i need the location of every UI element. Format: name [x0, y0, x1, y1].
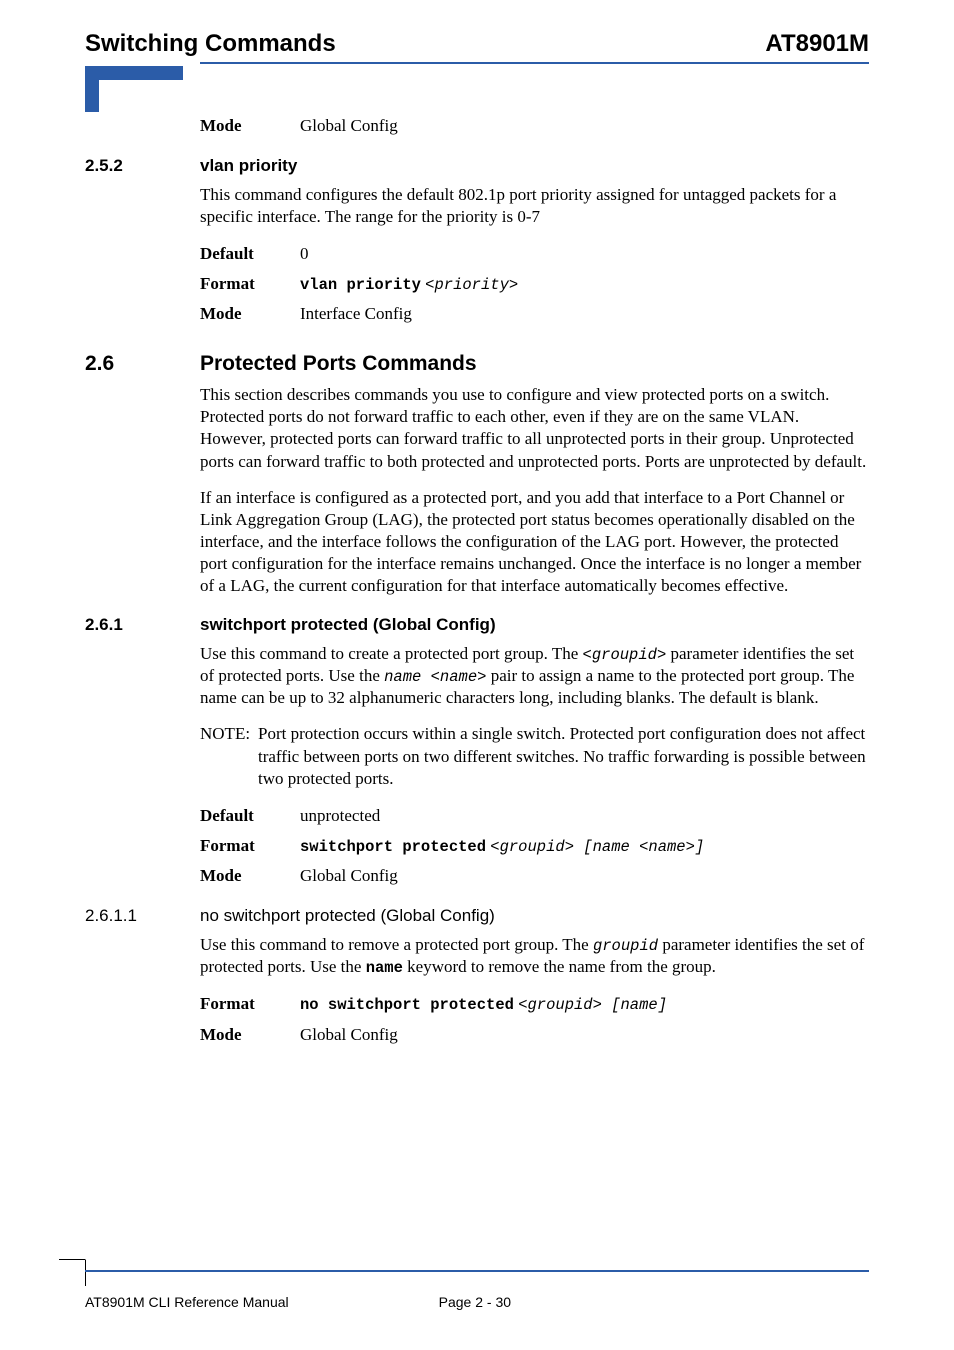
inline-code: name — [366, 959, 403, 977]
cmd-arg: <groupid> [name <name>] — [490, 838, 704, 856]
header-right: AT8901M — [765, 30, 869, 58]
def-value: switchport protected <groupid> [name <na… — [300, 834, 704, 859]
section-title: vlan priority — [200, 156, 297, 176]
note-text: Port protection occurs within a single s… — [258, 723, 869, 789]
format-row: Format switchport protected <groupid> [n… — [200, 834, 869, 859]
section-title: Protected Ports Commands — [200, 352, 477, 376]
section-title: switchport protected (Global Config) — [200, 615, 496, 635]
def-label: Default — [200, 242, 300, 266]
def-label: Format — [200, 992, 300, 1017]
cmd-arg: <groupid> [name] — [518, 996, 667, 1014]
inline-code: name <name> — [384, 668, 486, 686]
def-value: Interface Config — [300, 302, 412, 326]
section-252-para: This command configures the default 802.… — [200, 184, 869, 228]
def-value: unprotected — [300, 804, 380, 828]
section-252-heading: 2.5.2 vlan priority — [85, 156, 869, 176]
cmd-arg: <priority> — [425, 276, 518, 294]
prev-mode-row: Mode Global Config — [200, 114, 869, 138]
inline-code: <groupid> — [583, 646, 667, 664]
def-value: Global Config — [300, 864, 398, 888]
section-2611-heading: 2.6.1.1 no switchport protected (Global … — [85, 906, 869, 926]
section-261-para: Use this command to create a protected p… — [200, 643, 869, 709]
def-label: Format — [200, 272, 300, 297]
section-number: 2.6.1 — [85, 615, 200, 635]
def-label: Mode — [200, 302, 300, 326]
section-number: 2.5.2 — [85, 156, 200, 176]
cmd-keyword: switchport protected — [300, 838, 486, 856]
text: Use this command to create a protected p… — [200, 644, 583, 663]
default-row: Default unprotected — [200, 804, 869, 828]
section-26-heading: 2.6 Protected Ports Commands — [85, 352, 869, 376]
crop-mark-h — [59, 1259, 85, 1260]
def-value: Global Config — [300, 114, 398, 138]
cmd-keyword: vlan priority — [300, 276, 421, 294]
footer-page: Page 2 - 30 — [439, 1294, 511, 1310]
note: NOTE: Port protection occurs within a si… — [200, 723, 869, 789]
page-header: Switching Commands AT8901M — [85, 30, 869, 58]
def-label: Mode — [200, 864, 300, 888]
section-title: no switchport protected (Global Config) — [200, 906, 495, 926]
section-261-heading: 2.6.1 switchport protected (Global Confi… — [85, 615, 869, 635]
mode-row: Mode Global Config — [200, 1023, 869, 1047]
footer-rule — [85, 1270, 869, 1272]
def-label: Format — [200, 834, 300, 859]
format-row: Format no switchport protected <groupid>… — [200, 992, 869, 1017]
footer-left: AT8901M CLI Reference Manual — [85, 1294, 289, 1310]
logo — [85, 66, 869, 114]
section-number: 2.6 — [85, 352, 200, 376]
section-2611-para: Use this command to remove a protected p… — [200, 934, 869, 978]
section-26-para1: This section describes commands you use … — [200, 384, 869, 472]
cmd-keyword: no switchport protected — [300, 996, 514, 1014]
page-footer: AT8901M CLI Reference Manual Page 2 - 30 — [85, 1270, 869, 1310]
section-26-para2: If an interface is configured as a prote… — [200, 487, 869, 597]
mode-row: Mode Global Config — [200, 864, 869, 888]
footer-row: AT8901M CLI Reference Manual Page 2 - 30 — [85, 1294, 869, 1310]
def-value: Global Config — [300, 1023, 398, 1047]
format-row: Format vlan priority <priority> — [200, 272, 869, 297]
section-number: 2.6.1.1 — [85, 906, 200, 926]
page: Switching Commands AT8901M Mode Global C… — [0, 0, 954, 1047]
def-value: 0 — [300, 242, 309, 266]
def-value: no switchport protected <groupid> [name] — [300, 992, 667, 1017]
default-row: Default 0 — [200, 242, 869, 266]
def-value: vlan priority <priority> — [300, 272, 518, 297]
def-label: Mode — [200, 1023, 300, 1047]
def-label: Mode — [200, 114, 300, 138]
note-label: NOTE: — [200, 723, 258, 789]
text: keyword to remove the name from the grou… — [403, 957, 716, 976]
text: Use this command to remove a protected p… — [200, 935, 593, 954]
mode-row: Mode Interface Config — [200, 302, 869, 326]
header-left: Switching Commands — [85, 30, 336, 58]
inline-code: groupid — [593, 937, 658, 955]
def-label: Default — [200, 804, 300, 828]
header-rule — [200, 62, 869, 64]
